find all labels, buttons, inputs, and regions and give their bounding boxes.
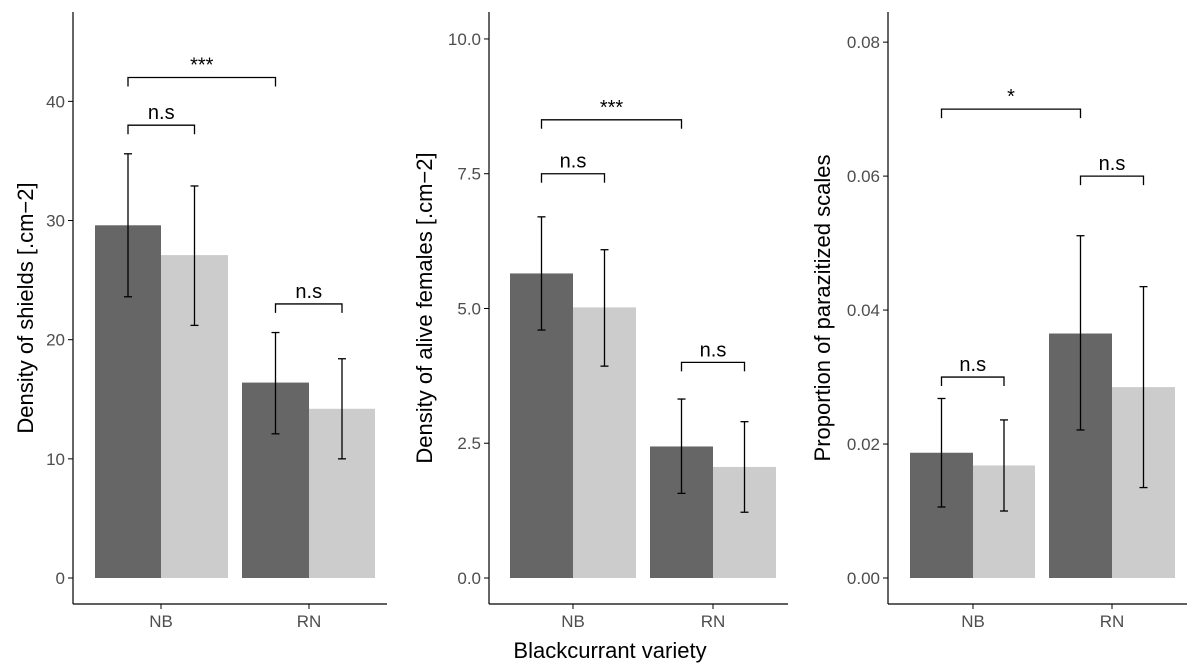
- y-tick-label: 30: [46, 212, 65, 231]
- significance-label: n.s: [1099, 153, 1126, 175]
- y-axis-title: Density of shields [.cm−2]: [13, 182, 38, 433]
- significance-label: n.s: [700, 339, 727, 361]
- y-tick-label: 2.5: [457, 434, 481, 453]
- x-tick-label: NB: [561, 612, 585, 631]
- panel-1: 0 10 20 30 40 NB RN n.s n.s *** Density of shields…: [13, 12, 387, 631]
- significance-label: ***: [190, 55, 214, 77]
- y-tick-label: 5.0: [457, 299, 481, 318]
- significance-bracket: [680, 361, 746, 372]
- significance-bracket: [274, 303, 343, 313]
- panels: 0 10 20 30 40 NB RN n.s n.s *** Density of shields…: [13, 12, 1187, 631]
- y-tick-label: 0.06: [847, 167, 880, 186]
- significance-bracket: [940, 108, 1082, 119]
- significance-bracket: [540, 173, 606, 183]
- y-tick-label: 10: [46, 450, 65, 469]
- significance-bracket: [1079, 175, 1145, 186]
- y-tick-label: 0.00: [847, 569, 880, 588]
- significance-label: n.s: [959, 354, 986, 376]
- y-tick-label: 10.0: [448, 30, 481, 49]
- significance-label: ***: [600, 97, 624, 119]
- x-tick-label: RN: [701, 612, 726, 631]
- x-tick-label: NB: [149, 612, 173, 631]
- significance-bracket: [540, 119, 683, 129]
- y-tick-label: 20: [46, 331, 65, 350]
- significance-bracket: [940, 376, 1005, 387]
- y-tick-label: 0.02: [847, 435, 880, 454]
- significance-bracket: [127, 124, 196, 135]
- y-tick-label: 0.0: [457, 569, 481, 588]
- significance-label: n.s: [560, 151, 587, 173]
- panel-2: 0.0 2.5 5.0 7.5 10.0 NB RN n.s n.s *** Density of …: [412, 12, 788, 631]
- y-tick-label: 0.04: [847, 301, 880, 320]
- x-axis-title: Blackcurrant variety: [513, 638, 706, 663]
- y-tick-label: 7.5: [457, 165, 481, 184]
- y-tick-label: 40: [46, 92, 65, 111]
- y-tick-label: 0.08: [847, 33, 880, 52]
- x-tick-label: RN: [297, 612, 322, 631]
- y-tick-label: 0: [56, 569, 65, 588]
- significance-bracket: [127, 76, 277, 87]
- y-axis-title: Proportion of parazitized scales: [810, 155, 835, 462]
- significance-label: n.s: [148, 102, 175, 124]
- significance-label: n.s: [295, 281, 322, 303]
- x-tick-label: RN: [1100, 612, 1125, 631]
- significance-label: *: [1007, 86, 1015, 108]
- y-axis-title: Density of alive females [.cm−2]: [412, 152, 437, 463]
- x-tick-label: NB: [961, 612, 985, 631]
- panel-3: 0.00 0.02 0.04 0.06 0.08 NB RN n.s n.s * Proportio…: [810, 12, 1187, 631]
